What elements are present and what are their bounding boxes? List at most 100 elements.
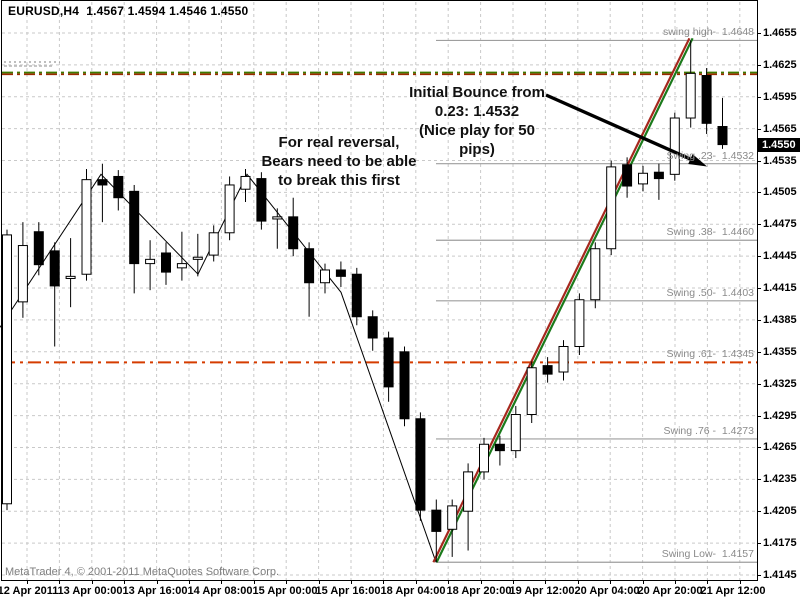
time-tick-mark xyxy=(383,581,385,584)
time-tick-mark xyxy=(27,581,28,584)
trendline-red xyxy=(432,37,691,563)
copyright-text: MetaTrader 4, © 2001-2011 MetaQuotes Sof… xyxy=(5,566,280,578)
swing-level-label: Swing .50- 1.4403 xyxy=(666,286,754,299)
price-tick-mark xyxy=(757,351,761,353)
time-tick-mark xyxy=(286,581,288,584)
time-tick-mark xyxy=(156,581,158,584)
time-tick-mark xyxy=(642,581,644,584)
price-tick-mark xyxy=(757,511,761,513)
time-tick-mark xyxy=(577,581,579,584)
price-axis-tick: 1.4415 xyxy=(757,282,800,294)
candle-bear xyxy=(113,175,124,199)
candlestick-chart[interactable] xyxy=(0,0,758,581)
plot-border xyxy=(1,0,758,581)
time-tick-mark xyxy=(318,581,320,584)
time-axis-label: 14 Apr 08:00 xyxy=(187,585,253,597)
price-axis-tick: 1.4205 xyxy=(757,505,800,517)
price-axis-tick: 1.4625 xyxy=(757,59,800,71)
candle-bull xyxy=(320,269,330,284)
price-tick-mark xyxy=(757,447,761,449)
candle-bear xyxy=(49,250,60,287)
time-tick-mark xyxy=(448,581,450,584)
time-tick-mark xyxy=(675,581,676,584)
candle-bear xyxy=(701,75,712,124)
candle-bear xyxy=(383,337,394,388)
price-axis[interactable]: 1.4655 1.4625 1.4595 1.4565 1.4535 1.4505 1.44… xyxy=(757,0,800,581)
candle-bear xyxy=(33,231,44,266)
price-tick-mark xyxy=(757,96,761,98)
price-tick-mark xyxy=(757,383,761,385)
time-axis-label: 20 Apr 20:00 xyxy=(637,585,703,597)
current-price-badge: 1.4550 xyxy=(758,137,800,152)
candle-bull xyxy=(526,367,537,416)
candle-bear xyxy=(622,164,633,187)
annotation-arrow-shaft xyxy=(545,93,698,164)
candle-bull xyxy=(17,245,28,303)
price-tick-mark xyxy=(757,288,761,290)
time-axis-label: 15 Apr 00:00 xyxy=(252,585,318,597)
candle-bear xyxy=(399,351,410,420)
swing-level-label: Swing .38- 1.4460 xyxy=(666,226,754,239)
trendline-green xyxy=(435,37,694,563)
swing-level-label: Swing .23- 1.4532 xyxy=(666,149,754,162)
price-tick-mark xyxy=(757,319,761,321)
candle-bull xyxy=(2,234,12,505)
chart-plot-area[interactable]: EURUSD,H4 1.4567 1.4594 1.4546 1.4550 In… xyxy=(0,0,758,581)
price-tick-mark xyxy=(757,224,761,226)
time-axis-label: 12 Apr 2011 xyxy=(0,585,59,597)
price-tick-mark xyxy=(757,256,761,258)
price-tick-mark xyxy=(757,415,761,417)
candle-bear xyxy=(256,178,267,222)
candle-bear xyxy=(335,269,346,277)
candle-bear xyxy=(653,171,664,180)
swing-level-label: swing high- 1.4648 xyxy=(662,26,754,39)
candle-bull xyxy=(145,258,156,265)
candle-bull xyxy=(81,179,92,275)
candle-bull xyxy=(224,184,235,234)
candle-bear xyxy=(494,443,505,452)
price-axis-tick: 1.4265 xyxy=(757,441,800,453)
time-axis-label: 21 Apr 12:00 xyxy=(700,585,766,597)
price-axis-tick: 1.4325 xyxy=(757,378,800,390)
time-tick-mark xyxy=(124,581,126,584)
time-tick-mark xyxy=(513,581,514,584)
time-tick-mark xyxy=(739,581,741,584)
candle-bull xyxy=(558,345,569,373)
price-axis-tick: 1.4535 xyxy=(757,155,800,167)
time-tick-mark xyxy=(545,581,547,584)
candle-bear xyxy=(97,179,108,186)
annotation-arrow-head xyxy=(688,154,708,167)
time-axis-label: 20 Apr 04:00 xyxy=(574,585,640,597)
candle-bull xyxy=(176,263,187,269)
time-tick-mark xyxy=(707,581,709,584)
candle-bull xyxy=(590,248,601,301)
candle-bear xyxy=(542,365,553,375)
price-axis-tick: 1.4235 xyxy=(757,473,800,485)
price-axis-tick: 1.4295 xyxy=(757,410,800,422)
candle-bull xyxy=(669,117,680,175)
price-axis-tick: 1.4595 xyxy=(757,91,800,103)
candle-bear xyxy=(717,126,728,146)
time-axis[interactable]: 12 Apr 2011 13 Apr 00:00 13 Apr 16:00 14 Ap… xyxy=(0,581,800,600)
time-tick-mark xyxy=(480,581,482,584)
swing-level-label: Swing Low- 1.4157 xyxy=(661,548,754,561)
candle-bull xyxy=(479,443,489,473)
price-axis-tick: 1.4655 xyxy=(757,27,800,39)
time-tick-mark xyxy=(415,581,417,584)
price-tick-mark xyxy=(757,574,761,576)
candle-bear xyxy=(161,252,171,273)
time-axis-label: 18 Apr 04:00 xyxy=(380,585,446,597)
candle-bull xyxy=(272,216,283,220)
price-axis-tick: 1.4565 xyxy=(757,123,800,135)
time-tick-mark xyxy=(221,581,223,584)
time-axis-label: 15 Apr 16:00 xyxy=(315,585,381,597)
price-axis-tick: 1.4385 xyxy=(757,314,800,326)
swing-level-label: Swing .61- 1.4345 xyxy=(666,348,754,361)
time-tick-mark xyxy=(59,581,61,584)
swing-level-label: Swing .76 - 1.4273 xyxy=(663,424,754,437)
candle-bull xyxy=(638,172,648,185)
candle-bear xyxy=(351,273,362,318)
candle-bear xyxy=(431,509,442,532)
candle-bear xyxy=(129,190,140,265)
